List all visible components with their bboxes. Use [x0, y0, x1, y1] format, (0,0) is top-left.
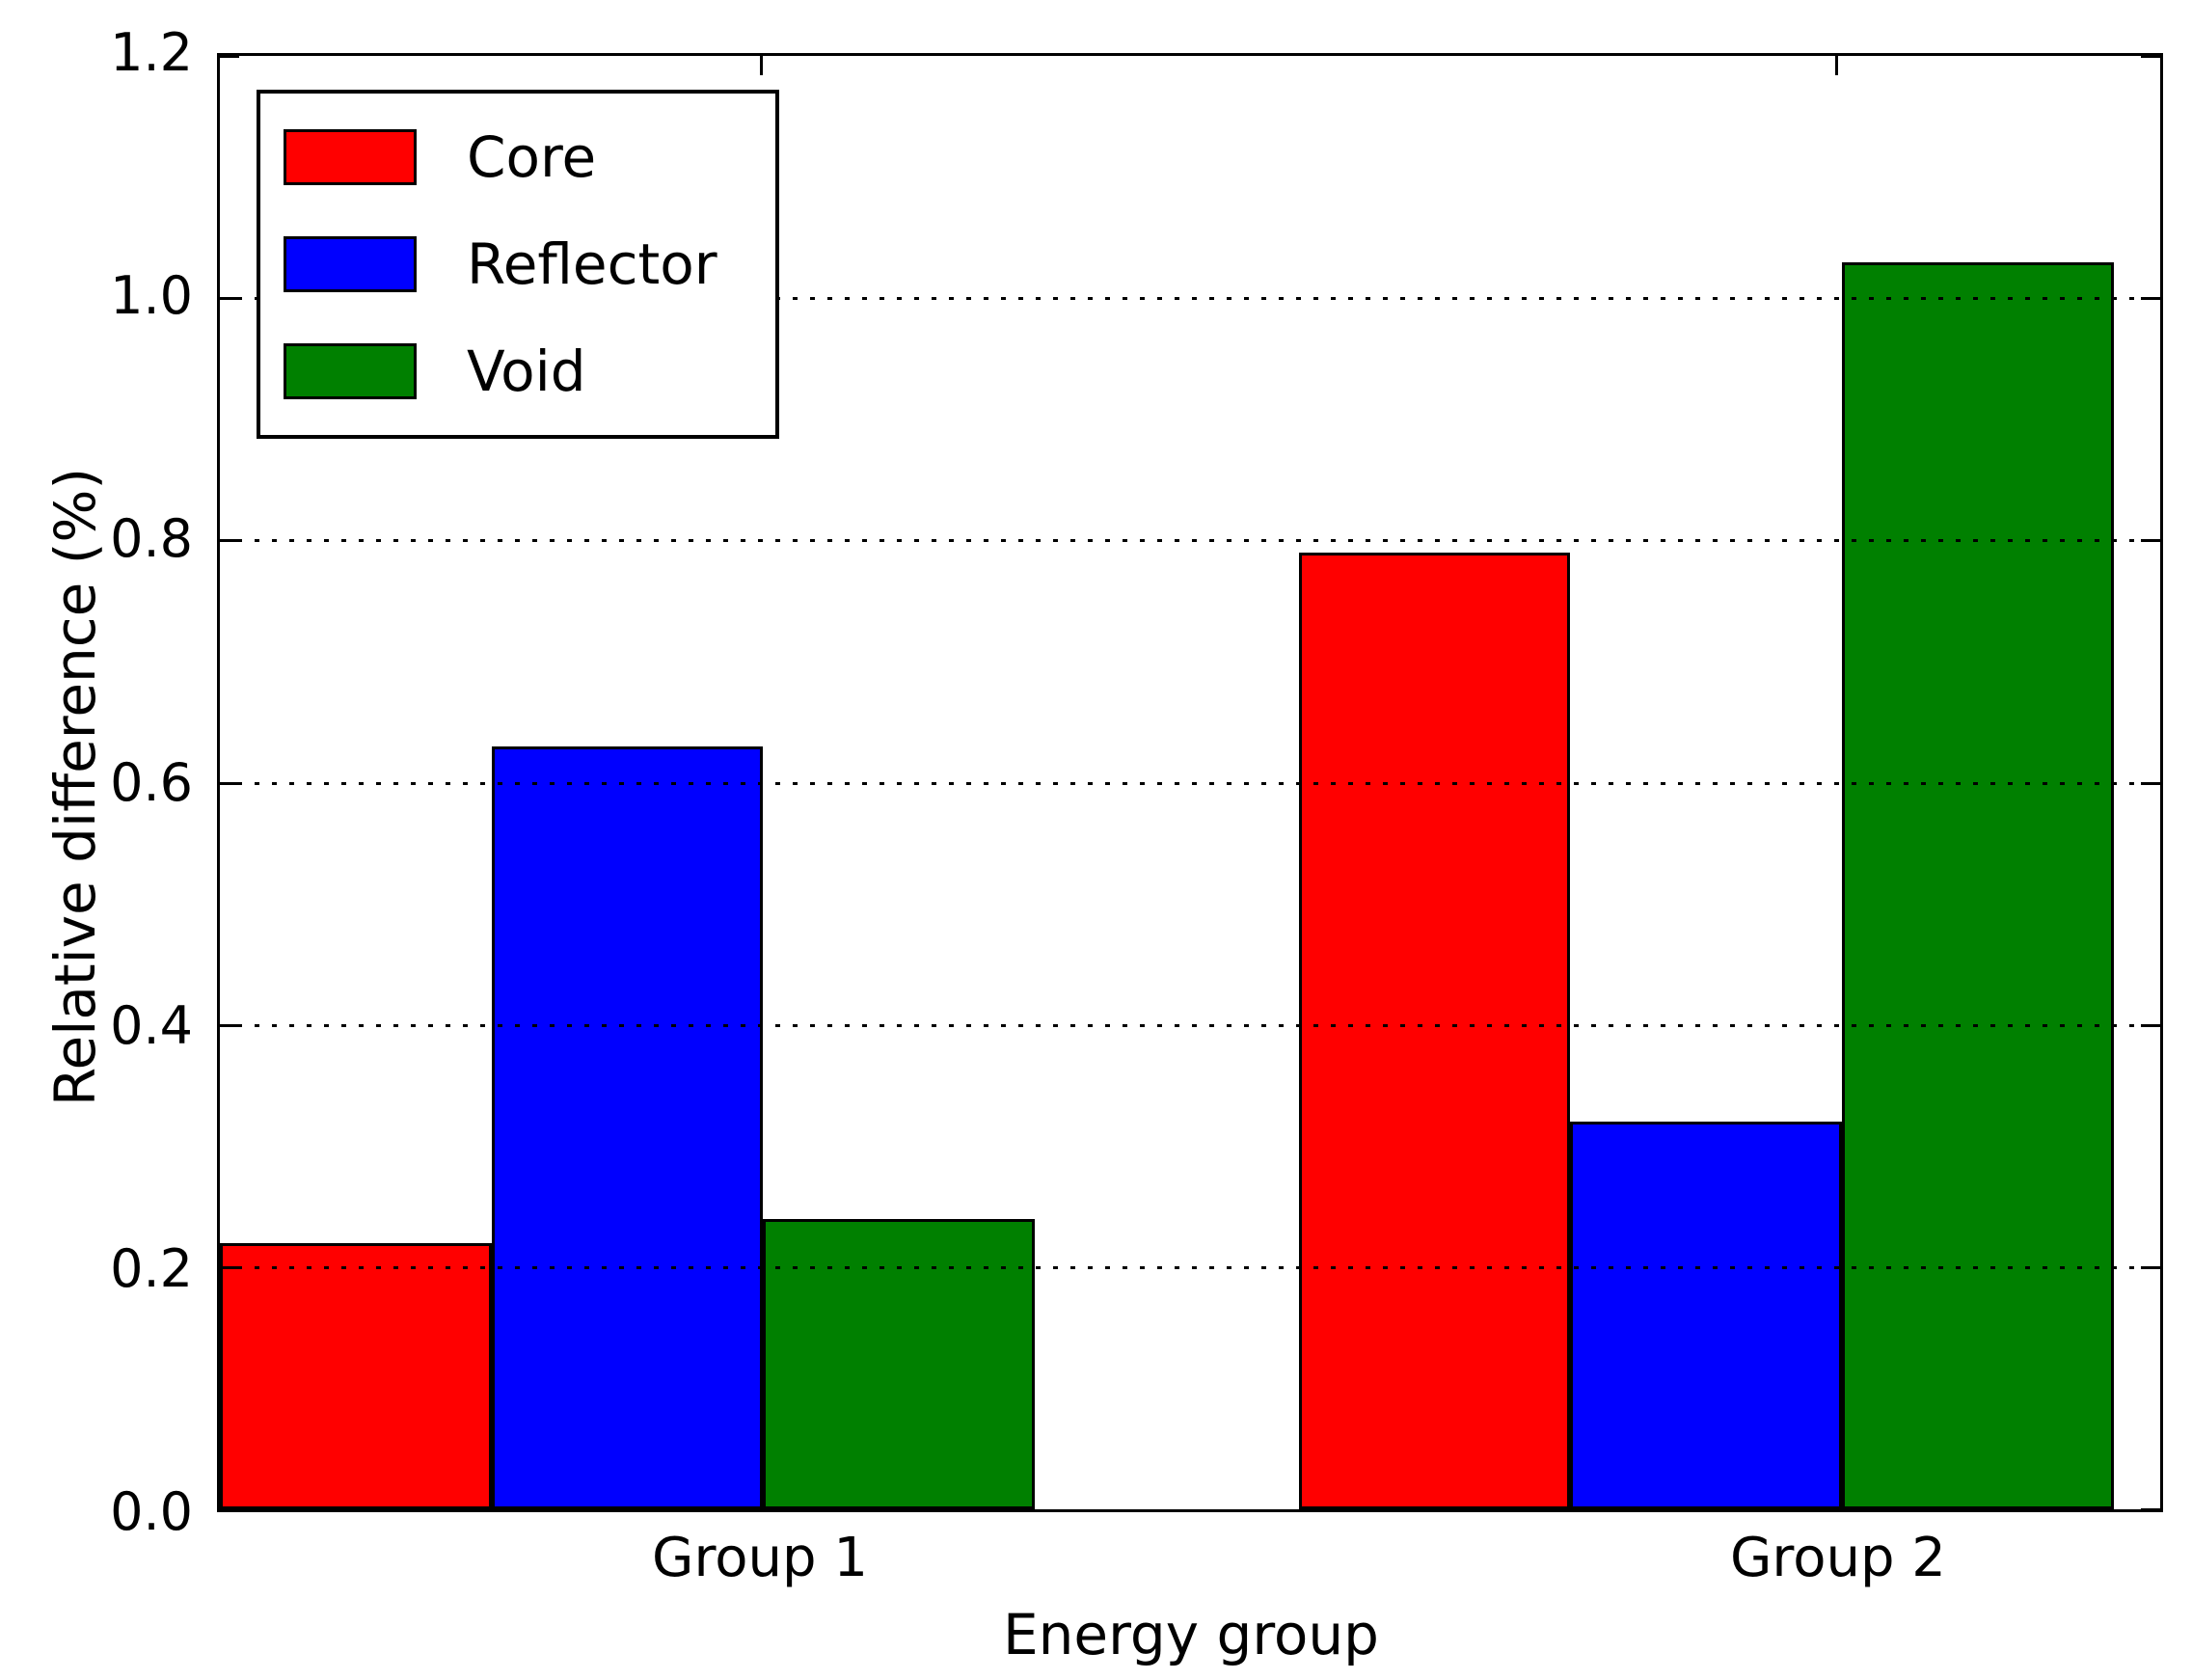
bar-core-2 — [1298, 552, 1571, 1509]
legend-entry-core: Core — [260, 128, 775, 186]
x-tick-mark — [1834, 56, 1838, 75]
y-tick-label: 1.0 — [110, 265, 193, 327]
y-tick-label: 0.4 — [110, 994, 193, 1056]
y-tick-label: 0.2 — [110, 1237, 193, 1299]
bar-reflector-2 — [1570, 1122, 1843, 1509]
legend-swatch-core — [284, 128, 417, 185]
y-tick-label: 0.8 — [110, 508, 193, 570]
y-tick-mark — [2141, 781, 2160, 785]
x-tick-mark — [760, 56, 764, 75]
legend-label: Core — [467, 123, 597, 190]
y-tick-mark — [2141, 55, 2160, 58]
plot-area: Core Reflector Void — [217, 53, 2163, 1512]
y-tick-mark — [2141, 539, 2160, 543]
y-tick-mark — [2141, 1508, 2160, 1511]
x-tick-label: Group 2 — [1730, 1527, 1946, 1589]
legend-swatch-void — [284, 343, 417, 400]
y-tick-mark — [2141, 1023, 2160, 1027]
y-tick-mark — [220, 781, 239, 785]
legend: Core Reflector Void — [257, 90, 779, 439]
y-tick-mark — [220, 297, 239, 301]
bar-core-1 — [220, 1242, 492, 1509]
y-tick-label: 0.6 — [110, 751, 193, 813]
bar-void-2 — [1842, 261, 2114, 1509]
y-tick-mark — [220, 1508, 239, 1511]
y-tick-label: 1.2 — [110, 22, 193, 83]
x-axis-title: Energy group — [1003, 1602, 1379, 1667]
y-tick-label: 0.0 — [110, 1481, 193, 1542]
legend-label: Reflector — [467, 230, 717, 297]
x-tick-label: Group 1 — [652, 1527, 868, 1589]
legend-swatch-reflector — [284, 235, 417, 292]
y-tick-mark — [220, 539, 239, 543]
bar-void-1 — [763, 1218, 1036, 1509]
y-tick-mark — [2141, 1265, 2160, 1269]
y-tick-mark — [220, 55, 239, 58]
legend-entry-reflector: Reflector — [260, 235, 775, 293]
y-tick-mark — [220, 1023, 239, 1027]
y-tick-mark — [220, 1265, 239, 1269]
legend-label: Void — [467, 339, 586, 405]
bar-reflector-1 — [491, 745, 764, 1509]
y-tick-mark — [2141, 297, 2160, 301]
legend-entry-void: Void — [260, 342, 775, 400]
